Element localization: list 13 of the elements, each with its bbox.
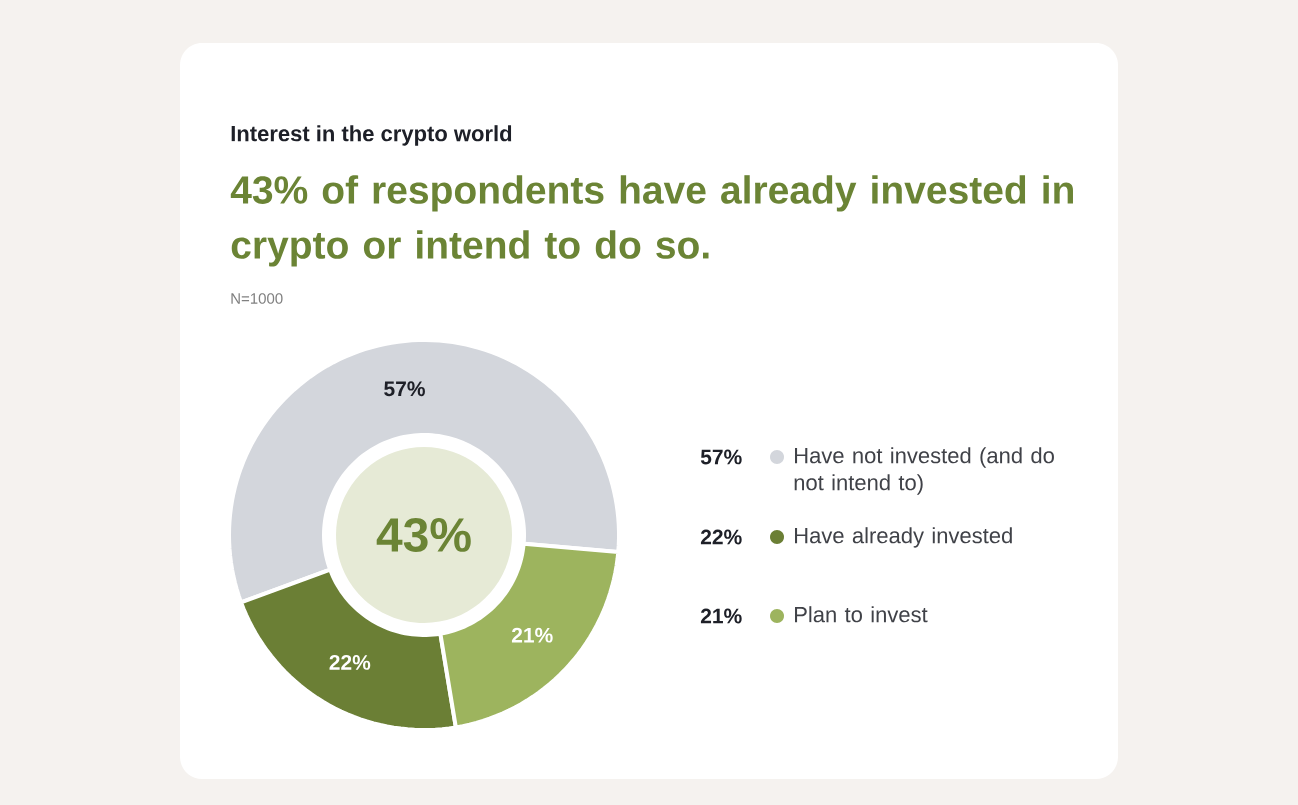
legend-label: Have already invested [795,527,1012,548]
text: 57% [700,449,742,465]
legend-label: Have not invested (and do not intend to) [794,447,1054,495]
text: 22% [700,529,742,545]
data-label: 22% [329,655,371,670]
chart-title: Interest in the crypto world [231,125,512,146]
text: 43% [376,517,471,553]
data-label: 21% [511,627,553,643]
data-label: 57% [384,381,425,397]
chart-subtitle: 43% of respondents have already invested in crypto or intend to do so. [230,175,1073,267]
text: N=1000 [231,293,283,304]
legend-label: Plan to invest [795,606,928,623]
text: 21% [700,608,742,624]
